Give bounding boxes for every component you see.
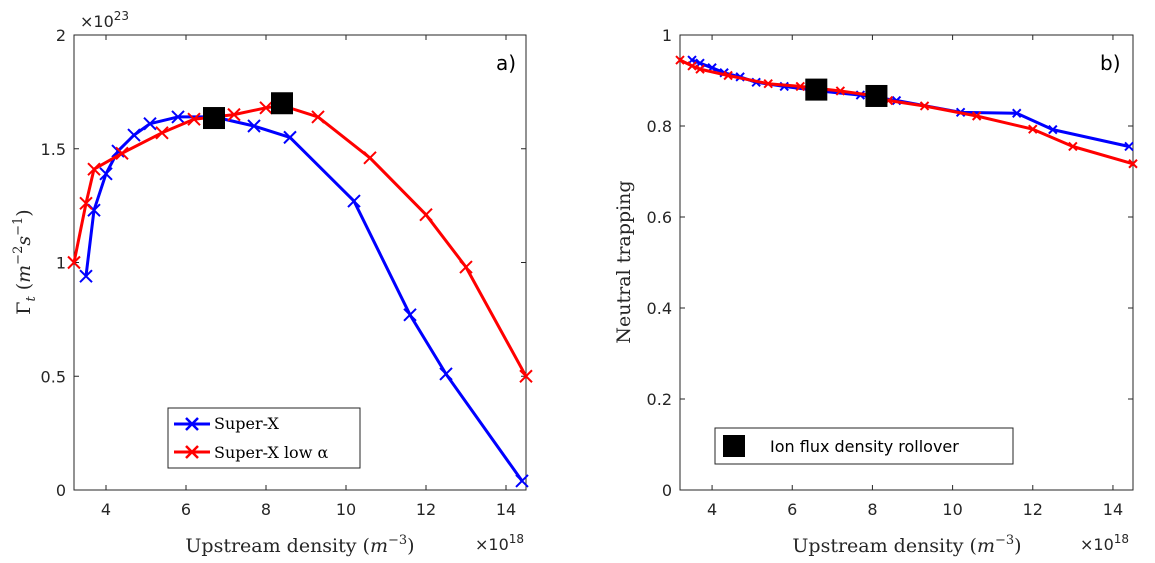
data-point: [675, 55, 685, 65]
y-tick-label: 0.6: [647, 208, 672, 227]
x-multiplier-b: ×1018: [1080, 532, 1129, 554]
legend-marker-super-x: [185, 417, 199, 431]
panel-label-a: a): [496, 51, 516, 75]
data-point: [99, 167, 113, 181]
data-point: [143, 117, 157, 131]
data-point: [695, 64, 705, 74]
data-point: [87, 162, 101, 176]
data-point: [1068, 141, 1078, 152]
series-group-a: [67, 98, 533, 488]
x-axis-label-b: Upstream density (m−3): [792, 533, 1021, 557]
x-tick-label: 10: [942, 500, 962, 519]
data-point: [519, 369, 533, 383]
y-tick-label: 1.5: [41, 140, 66, 159]
data-point: [1128, 159, 1138, 169]
data-point: [795, 81, 805, 92]
data-point: [1012, 108, 1022, 118]
data-point: [79, 196, 93, 211]
x-tick-label: 4: [101, 500, 111, 519]
y-tick-label: 0: [662, 481, 672, 500]
rollover-marker: [805, 78, 828, 101]
chart-panel-a: 4 6 8 10 12 14 0 0.5 1 1.5 2 a) ×1023 ×1018 Upstr…: [11, 9, 533, 557]
rollover-marker: [203, 107, 225, 130]
series-group-b: [675, 55, 1138, 169]
x-tick-label: 12: [416, 500, 436, 519]
rollover-markers-a: [203, 92, 293, 130]
x-tick-label: 14: [496, 500, 516, 519]
legend-marker-rollover: [723, 435, 745, 457]
x-tick-label: 8: [261, 500, 271, 519]
rollover-marker: [865, 84, 888, 107]
x-tick-label: 6: [787, 500, 797, 519]
panel-label-b: b): [1100, 51, 1121, 75]
rollover-markers-b: [805, 78, 888, 107]
y-tick-label: 0: [56, 481, 66, 500]
data-point: [363, 151, 377, 165]
x-axis-label-a: Upstream density (m−3): [185, 533, 414, 557]
data-point: [155, 126, 169, 140]
data-point: [835, 86, 846, 96]
legend-marker-super-x-low-alpha: [185, 445, 199, 459]
data-point: [687, 61, 697, 71]
data-point: [1028, 124, 1038, 134]
data-point: [1048, 124, 1058, 135]
data-point: [67, 255, 81, 270]
data-point: [419, 208, 433, 222]
data-point: [111, 144, 125, 158]
x-ticks-b: 4 6 8 10 12 14: [707, 35, 1123, 519]
y-axis-label-b: Neutral trapping: [613, 180, 635, 343]
data-point: [171, 110, 185, 124]
x-tick-label: 6: [181, 500, 191, 519]
y-tick-label: 1: [662, 26, 672, 45]
chart-panel-b: 4 6 8 10 12 14 0 0.2 0.4 0.6 0.8 1 b) ×1018 Upstre…: [613, 26, 1138, 557]
x-ticks-a: 4 6 8 10 12 14: [101, 35, 516, 519]
legend-a: Super-X Super-X low α: [167, 407, 361, 469]
data-point: [515, 474, 529, 488]
data-point: [127, 128, 141, 142]
data-point: [247, 119, 261, 133]
data-point: [115, 146, 129, 161]
x-tick-label: 8: [867, 500, 877, 519]
x-multiplier-a: ×1018: [475, 532, 524, 554]
legend-box-a: [167, 407, 361, 469]
series-line-super-x-low-alpha: [72, 104, 528, 378]
rollover-marker: [271, 92, 293, 115]
x-tick-label: 14: [1103, 500, 1123, 519]
y-tick-label: 0.5: [41, 367, 66, 386]
data-point: [259, 101, 273, 115]
data-point: [971, 111, 982, 121]
legend-b: Ion flux density rollover: [714, 427, 1014, 465]
legend-box-b: [714, 427, 1014, 465]
data-point: [919, 101, 930, 111]
y-axis-label-a: Γt (m−2s−1): [11, 209, 39, 314]
data-point: [187, 112, 201, 126]
data-point: [403, 308, 417, 322]
y-tick-label: 2: [56, 26, 66, 45]
x-tick-label: 12: [1023, 500, 1043, 519]
y-tick-label: 0.4: [647, 299, 672, 318]
y-tick-label: 0.8: [647, 117, 672, 136]
y-tick-label: 1: [56, 254, 66, 273]
data-point: [311, 110, 325, 124]
data-point: [1124, 141, 1134, 152]
data-point: [79, 269, 93, 283]
series-line-super-x-low-alpha: [679, 58, 1134, 166]
y-ticks-b: 0 0.2 0.4 0.6 0.8 1: [647, 26, 1133, 500]
y-tick-label: 0.2: [647, 390, 672, 409]
data-point: [347, 194, 361, 208]
data-point: [439, 367, 453, 381]
legend-label-super-x-low-alpha: Super-X low α: [214, 443, 328, 462]
legend-label-rollover: Ion flux density rollover: [770, 437, 959, 456]
data-point: [763, 78, 773, 89]
data-point: [723, 70, 733, 81]
x-tick-label: 4: [707, 500, 717, 519]
data-point: [459, 260, 473, 274]
data-point: [227, 107, 241, 122]
legend-label-super-x: Super-X: [214, 414, 279, 433]
x-tick-label: 10: [336, 500, 356, 519]
data-point: [283, 130, 297, 145]
plot-frame-b: [679, 34, 1134, 491]
y-multiplier-a: ×1023: [80, 9, 129, 31]
